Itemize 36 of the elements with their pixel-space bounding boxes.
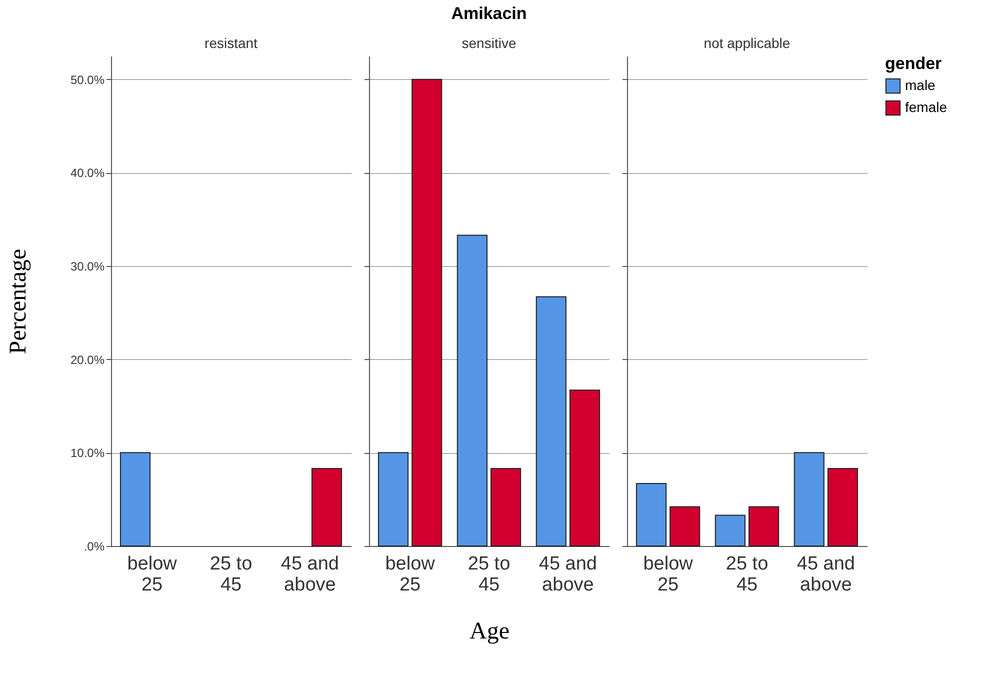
bar	[378, 452, 409, 546]
x-tick-label: below 25	[643, 554, 694, 596]
x-axis-title: Age	[470, 618, 510, 644]
chart-title: Amikacin	[451, 4, 527, 23]
bar	[536, 296, 566, 546]
y-tick-label: 20.0%	[70, 352, 105, 367]
bar	[456, 234, 488, 546]
bar	[794, 452, 824, 546]
bar	[636, 482, 667, 546]
y-tick-label: .0%	[84, 540, 105, 554]
bar	[412, 78, 442, 546]
x-tick-label: 45 and above	[538, 554, 598, 596]
y-tick-label: 50.0%	[70, 72, 105, 87]
x-tick-label: below 25	[385, 554, 436, 596]
legend-title: gender	[885, 54, 942, 73]
x-tick-label: below 25	[127, 554, 178, 596]
legend-label: female	[905, 99, 948, 115]
bar	[670, 506, 700, 546]
x-tick-label: 45 and above	[796, 554, 856, 596]
bar	[714, 514, 746, 546]
x-tick-label: 25 to 45	[468, 554, 510, 596]
bar	[748, 506, 780, 546]
bar	[490, 468, 522, 546]
chart-subtitle: sensitive	[462, 35, 516, 51]
bar	[569, 390, 600, 546]
chart-subtitle: resistant	[204, 35, 258, 51]
y-tick-label: 10.0%	[70, 446, 105, 460]
bar	[827, 468, 858, 546]
chart-subtitle: not applicable	[704, 35, 790, 51]
x-tick-label: 25 to 45	[210, 554, 252, 596]
x-tick-label: 45 and above	[280, 554, 340, 596]
legend-label: male	[905, 77, 936, 93]
x-tick-label: 25 to 45	[726, 554, 768, 596]
y-tick-label: 30.0%	[70, 260, 105, 274]
y-tick-label: 40.0%	[70, 166, 105, 180]
y-axis-title: Percentage	[5, 248, 32, 354]
